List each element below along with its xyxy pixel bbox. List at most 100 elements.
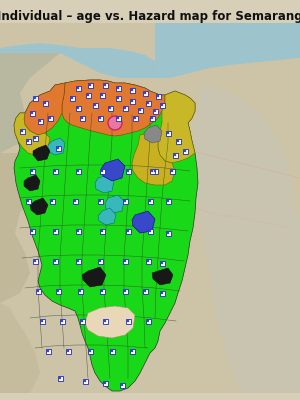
Circle shape <box>44 102 46 104</box>
Circle shape <box>51 200 53 202</box>
Circle shape <box>167 132 169 134</box>
Circle shape <box>117 87 119 89</box>
Bar <box>103 82 107 88</box>
Circle shape <box>177 140 179 142</box>
Circle shape <box>101 94 103 96</box>
Circle shape <box>101 170 103 172</box>
Text: Individual – age vs. Hazard map for Semarang: Individual – age vs. Hazard map for Sema… <box>0 10 300 23</box>
Bar <box>82 378 88 384</box>
Circle shape <box>184 150 186 152</box>
Polygon shape <box>62 80 165 136</box>
Circle shape <box>54 170 56 172</box>
Bar <box>125 228 130 234</box>
Circle shape <box>154 110 156 112</box>
Polygon shape <box>85 306 135 338</box>
Bar <box>43 100 47 106</box>
Bar <box>122 288 128 294</box>
Bar <box>52 168 58 174</box>
Bar <box>76 168 80 174</box>
Circle shape <box>144 92 146 94</box>
Circle shape <box>99 260 101 262</box>
Circle shape <box>99 117 101 119</box>
Circle shape <box>109 107 111 109</box>
Circle shape <box>77 87 79 89</box>
Bar <box>146 318 151 324</box>
Circle shape <box>111 350 113 352</box>
Bar <box>46 348 50 354</box>
Circle shape <box>139 109 141 111</box>
Circle shape <box>81 117 83 119</box>
Bar <box>176 138 181 144</box>
Circle shape <box>131 89 133 91</box>
Bar <box>32 258 38 264</box>
Polygon shape <box>0 303 40 393</box>
Circle shape <box>144 290 146 292</box>
Circle shape <box>89 350 91 352</box>
Bar <box>103 318 107 324</box>
Circle shape <box>161 292 163 294</box>
Circle shape <box>59 377 61 379</box>
Bar <box>166 198 170 204</box>
Circle shape <box>121 384 123 386</box>
Bar <box>160 260 164 266</box>
Circle shape <box>89 84 91 86</box>
Bar <box>100 92 104 98</box>
Circle shape <box>167 200 169 202</box>
Circle shape <box>147 320 149 322</box>
Circle shape <box>161 262 163 264</box>
Bar <box>100 288 104 294</box>
Bar <box>52 228 58 234</box>
Bar <box>40 318 44 324</box>
Circle shape <box>94 104 96 106</box>
Circle shape <box>124 107 126 109</box>
Bar <box>98 258 103 264</box>
Circle shape <box>127 230 129 232</box>
Bar <box>92 102 98 108</box>
Polygon shape <box>150 23 300 78</box>
Circle shape <box>174 154 176 156</box>
Circle shape <box>77 260 79 262</box>
Polygon shape <box>14 80 198 391</box>
Polygon shape <box>105 195 124 213</box>
Circle shape <box>127 170 129 172</box>
Circle shape <box>167 232 169 234</box>
Circle shape <box>101 290 103 292</box>
Polygon shape <box>98 208 116 225</box>
Circle shape <box>37 290 39 292</box>
Circle shape <box>54 230 56 232</box>
Bar <box>26 198 31 204</box>
Circle shape <box>81 320 83 322</box>
Bar <box>119 382 124 388</box>
Bar <box>47 116 52 120</box>
Circle shape <box>161 104 163 106</box>
Circle shape <box>47 350 49 352</box>
Circle shape <box>147 260 149 262</box>
Circle shape <box>149 200 151 202</box>
Bar <box>20 128 25 134</box>
Circle shape <box>79 290 81 292</box>
Bar <box>182 148 188 154</box>
Polygon shape <box>152 268 173 285</box>
Bar <box>130 348 134 354</box>
Circle shape <box>57 147 59 149</box>
Circle shape <box>127 320 129 322</box>
Polygon shape <box>101 159 125 181</box>
Bar <box>116 96 121 100</box>
Bar <box>56 288 61 294</box>
Circle shape <box>101 230 103 232</box>
Bar <box>32 136 38 140</box>
Bar <box>137 108 142 112</box>
Bar <box>152 168 158 174</box>
Polygon shape <box>95 175 114 193</box>
Bar <box>116 116 121 120</box>
Bar <box>80 116 85 120</box>
Circle shape <box>21 130 23 132</box>
Circle shape <box>31 112 33 114</box>
Bar <box>125 168 130 174</box>
Bar <box>58 376 62 380</box>
Circle shape <box>54 260 56 262</box>
Circle shape <box>31 230 33 232</box>
Circle shape <box>124 200 126 202</box>
Polygon shape <box>14 113 50 155</box>
Bar <box>59 318 64 324</box>
